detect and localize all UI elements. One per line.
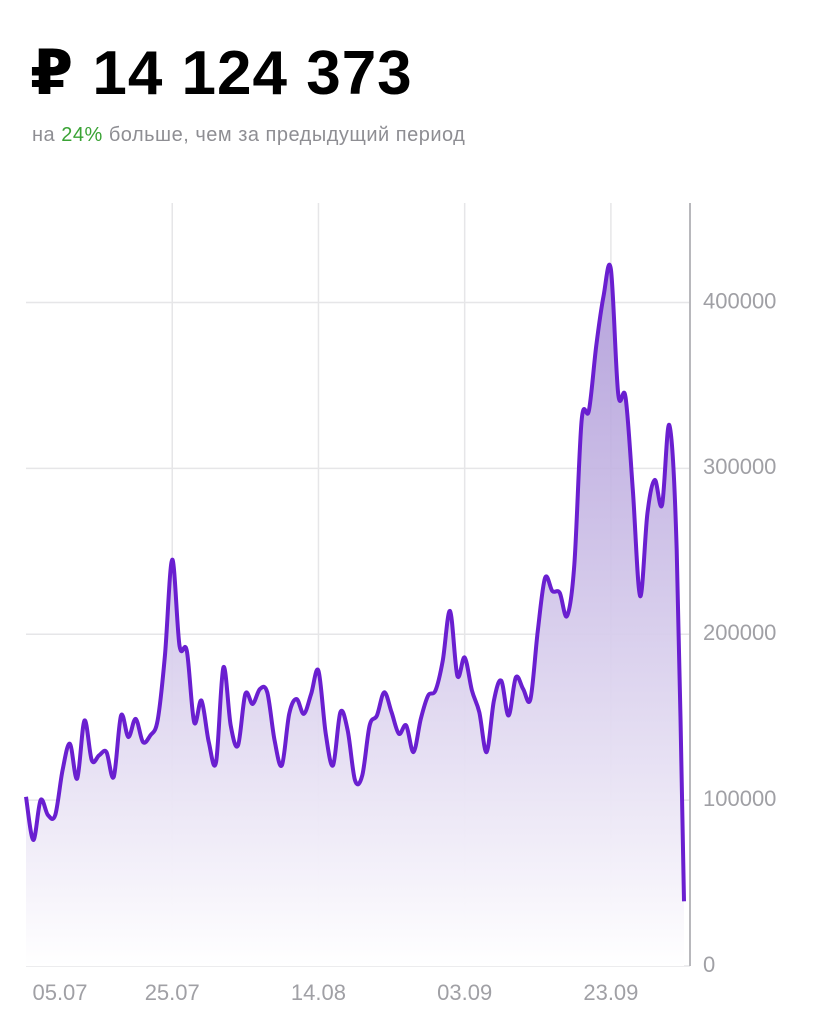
x-tick-label: 05.07 [32, 980, 87, 1005]
line [24, 262, 686, 902]
y-tick-label: 200000 [703, 620, 776, 645]
x-tick-label: 03.09 [437, 980, 492, 1005]
area-fill [26, 264, 684, 966]
comparison-text: на 24% больше, чем за предыдущий период [32, 124, 465, 147]
x-tick-label: 14.08 [291, 980, 346, 1005]
subtitle-text: больше, чем за предыдущий период [108, 124, 466, 146]
y-tick-label: 400000 [703, 288, 776, 313]
y-tick-label: 0 [703, 952, 715, 977]
total-amount: ₽ 14 124 373 [30, 39, 413, 108]
x-tick-label: 25.07 [145, 980, 200, 1005]
y-tick-label: 300000 [703, 454, 776, 479]
y-tick-label: 100000 [703, 786, 776, 811]
subtitle-text: на [32, 124, 56, 146]
x-tick-label: 23.09 [583, 980, 638, 1005]
growth-percent: 24% [61, 124, 103, 146]
